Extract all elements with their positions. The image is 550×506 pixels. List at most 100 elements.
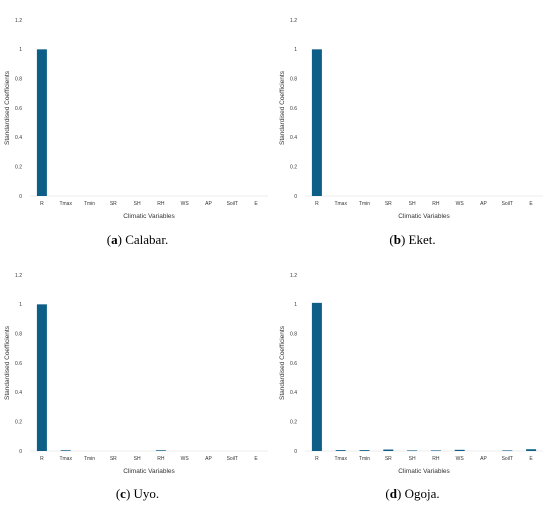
y-tick-label: 0 [294, 449, 297, 455]
chart-panel-a: 0 0.2 0.4 0.6 0.8 1 1.2 R Tmax Tmin SR SH RH WS AP Soil… [4, 18, 268, 220]
y-tick-label: 0 [19, 194, 22, 200]
x-tick-label: WS [181, 456, 190, 462]
x-tick-label: RH [157, 201, 165, 207]
x-tick-label: AP [480, 201, 487, 207]
x-tick-label: SH [134, 456, 141, 462]
y-tick-label: 0 [19, 449, 22, 455]
caption-letter: b [393, 232, 401, 247]
caption-letter: c [120, 486, 126, 501]
x-tick-label: SR [385, 456, 392, 462]
x-tick-label: SH [409, 456, 416, 462]
caption-d: (d) Ogoja. [385, 486, 440, 501]
x-axis-title: Climatic Variables [398, 468, 450, 475]
x-tick-label: RH [432, 456, 440, 462]
y-tick-label: 1 [19, 47, 22, 53]
x-tick-label: SR [110, 456, 117, 462]
x-tick-label: E [254, 456, 258, 462]
y-tick-label: 0.2 [15, 164, 22, 170]
x-tick-label: E [529, 201, 533, 207]
bar [383, 449, 394, 451]
bar [155, 450, 166, 451]
x-tick-label: SoilT [502, 456, 513, 462]
y-tick-label: 0.6 [290, 361, 297, 367]
caption-text: Eket. [408, 232, 436, 247]
x-tick-label: SoilT [227, 201, 238, 207]
x-tick-label: R [40, 456, 44, 462]
x-tick-label: SR [110, 201, 117, 207]
x-tick-label: AP [480, 456, 487, 462]
y-tick-label: 0.4 [290, 135, 297, 141]
caption-letter: a [111, 232, 118, 247]
y-tick-label: 0.8 [290, 331, 297, 337]
x-tick-label: RH [432, 201, 440, 207]
x-tick-label: SH [134, 201, 141, 207]
chart-panel-c: 0 0.2 0.4 0.6 0.8 1 1.2 R Tmax Tmin SR SH RH WS AP Soil… [4, 273, 268, 475]
caption-a: (a) Calabar. [106, 232, 169, 247]
y-tick-label: 0.6 [15, 106, 22, 112]
y-axis-title: Standardised Coefficients [279, 325, 286, 400]
x-tick-label: R [315, 201, 319, 207]
y-tick-label: 0.6 [290, 106, 297, 112]
x-tick-label: E [529, 456, 533, 462]
x-tick-label: SH [409, 201, 416, 207]
x-tick-label: Tmax [334, 456, 347, 462]
caption-text: Calabar. [125, 232, 169, 247]
bar [335, 450, 346, 451]
x-tick-label: WS [456, 456, 465, 462]
y-tick-label: 0.8 [15, 76, 22, 82]
x-axis-title: Climatic Variables [398, 213, 450, 220]
x-axis-title: Climatic Variables [123, 213, 175, 220]
bar [407, 450, 418, 452]
y-tick-label: 0.6 [15, 361, 22, 367]
y-tick-label: 1 [294, 47, 297, 53]
y-tick-label: 0.4 [15, 390, 22, 396]
caption-c: (c) Uyo. [115, 486, 160, 501]
x-tick-label: SR [385, 201, 392, 207]
caption-letter: d [389, 486, 397, 501]
y-tick-label: 1 [294, 302, 297, 308]
y-axis-title: Standardised Coefficients [279, 70, 286, 145]
chart-panel-b: 0 0.2 0.4 0.6 0.8 1 1.2 R Tmax Tmin SR SH RH WS AP Soil… [279, 18, 543, 220]
caption-b: (b) Eket. [389, 232, 436, 247]
x-tick-label: WS [181, 201, 190, 207]
y-tick-label: 0.2 [290, 164, 297, 170]
y-tick-label: 1 [19, 302, 22, 308]
y-tick-label: 0.4 [290, 390, 297, 396]
bar [311, 49, 322, 197]
y-tick-label: 0.2 [15, 419, 22, 425]
bar [359, 450, 370, 451]
x-tick-label: R [315, 456, 319, 462]
y-tick-label: 1.2 [290, 273, 297, 279]
y-tick-label: 1.2 [290, 18, 297, 24]
caption-text: Ogoja. [404, 486, 440, 501]
chart-panel-d: 0 0.2 0.4 0.6 0.8 1 1.2 R Tmax Tmin SR SH RH WS AP Soil… [279, 273, 543, 475]
x-tick-label: R [40, 201, 44, 207]
x-tick-label: AP [205, 456, 212, 462]
x-tick-label: Tmax [334, 201, 347, 207]
x-axis-title: Climatic Variables [123, 468, 175, 475]
y-tick-label: 0.4 [15, 135, 22, 141]
y-tick-label: 0 [294, 194, 297, 200]
bar [60, 450, 71, 451]
x-tick-label: WS [456, 201, 465, 207]
x-tick-label: Tmax [59, 201, 72, 207]
y-tick-label: 1.2 [15, 273, 22, 279]
y-tick-label: 0.8 [290, 76, 297, 82]
x-tick-label: Tmin [84, 201, 95, 207]
x-tick-label: AP [205, 201, 212, 207]
x-tick-label: RH [157, 456, 165, 462]
bar [36, 304, 47, 451]
y-tick-label: 0.8 [15, 331, 22, 337]
x-tick-label: Tmin [84, 456, 95, 462]
y-axis-title: Standardised Coefficients [4, 70, 11, 145]
bar [526, 449, 537, 451]
x-tick-label: Tmin [359, 201, 370, 207]
bar [430, 450, 441, 452]
x-tick-label: SoilT [227, 456, 238, 462]
bar [36, 49, 47, 197]
y-axis-title: Standardised Coefficients [4, 325, 11, 400]
x-tick-label: E [254, 201, 258, 207]
x-tick-label: SoilT [502, 201, 513, 207]
x-tick-label: Tmax [59, 456, 72, 462]
caption-text: Uyo. [133, 486, 160, 501]
